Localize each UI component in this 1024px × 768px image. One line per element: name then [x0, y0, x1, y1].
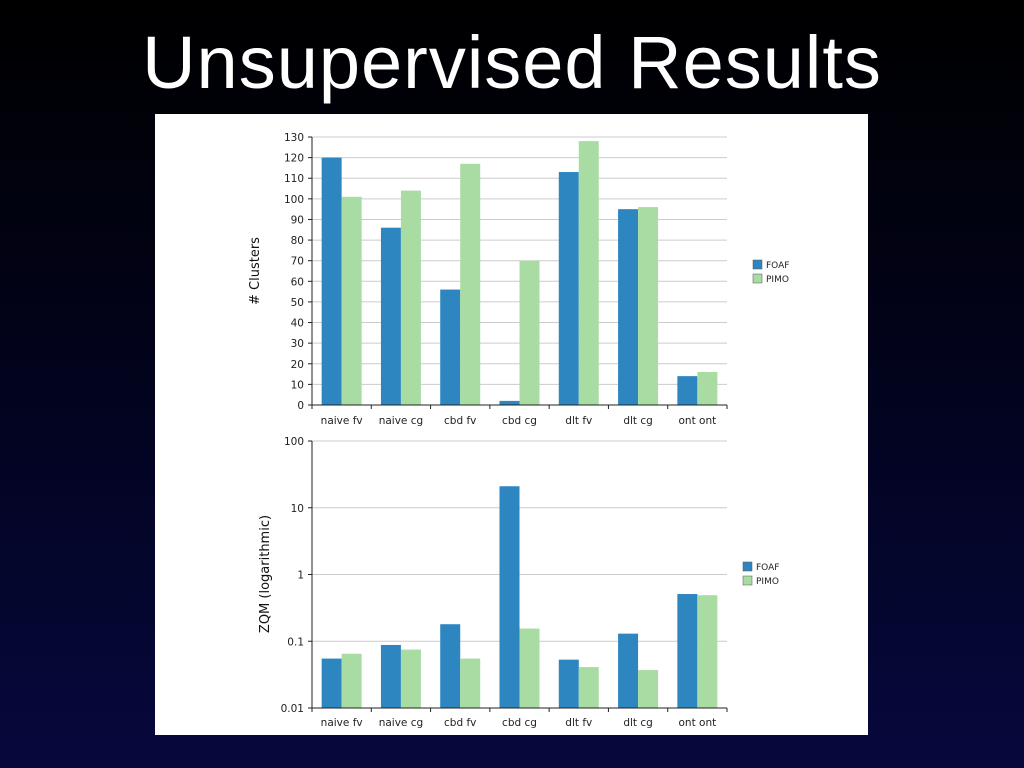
- y-tick-label: 0.1: [287, 636, 304, 648]
- bar-pimo: [697, 372, 718, 405]
- legend-label: FOAF: [756, 563, 779, 573]
- bar-foaf: [321, 157, 342, 405]
- bar-pimo: [460, 163, 481, 405]
- bar-pimo: [341, 196, 362, 405]
- x-tick-label: naive cg: [379, 415, 423, 427]
- x-tick-label: naive fv: [321, 717, 363, 729]
- y-tick-label: 80: [291, 235, 304, 247]
- bar-pimo: [578, 141, 599, 405]
- y-tick-label: 10: [291, 379, 304, 391]
- bar-pimo: [519, 628, 540, 708]
- bar-foaf: [618, 633, 639, 708]
- legend-swatch-pimo: [752, 273, 763, 284]
- y-tick-label: 50: [291, 297, 304, 309]
- y-tick-label: 90: [291, 214, 304, 226]
- y-tick-label: 0.01: [281, 703, 304, 715]
- y-tick-label: 10: [291, 503, 304, 515]
- x-tick-label: dlt fv: [565, 415, 592, 427]
- bar-foaf: [677, 376, 698, 405]
- zqm-chart: 0.01 0.1 1 10 100 naive fv naive cg cbd fv cbd c…: [258, 436, 779, 729]
- bar-pimo: [341, 653, 362, 708]
- bar-pimo: [460, 658, 481, 708]
- x-tick-label: cbd cg: [502, 415, 537, 427]
- x-tick-label: ont ont: [678, 415, 716, 427]
- bar-foaf: [321, 658, 342, 708]
- slide-title: Unsupervised Results: [142, 21, 882, 104]
- bar-pimo: [697, 595, 718, 708]
- clusters-chart: 0 10 20 30 40 50 60 70 80 90 100 110 120 130 naive fv n…: [248, 132, 789, 427]
- y-tick-label: 70: [291, 256, 304, 268]
- y-tick-label: 110: [284, 173, 304, 185]
- x-tick-label: ont ont: [678, 717, 716, 729]
- legend-label: FOAF: [766, 261, 789, 271]
- x-tick-label: dlt fv: [565, 717, 592, 729]
- y-tick-label: 120: [284, 153, 304, 165]
- y-tick-label: 130: [284, 132, 304, 144]
- bar-foaf: [380, 227, 401, 405]
- bar-foaf: [380, 644, 401, 708]
- bar-foaf: [677, 594, 698, 708]
- bar-pimo: [638, 670, 659, 708]
- x-tick-label: naive fv: [321, 415, 363, 427]
- y-axis-label: # Clusters: [248, 237, 263, 305]
- y-tick-label: 60: [291, 276, 304, 288]
- x-tick-label: cbd fv: [444, 717, 476, 729]
- x-tick-label: dlt cg: [623, 415, 652, 427]
- legend-swatch-pimo: [742, 575, 753, 586]
- legend-swatch-foaf: [742, 561, 753, 572]
- bar-foaf: [558, 659, 579, 708]
- y-axis-label: ZQM (logarithmic): [258, 515, 273, 633]
- x-tick-label: naive cg: [379, 717, 423, 729]
- bar-pimo: [400, 190, 421, 405]
- bar-pimo: [578, 667, 599, 708]
- y-tick-label: 40: [291, 318, 304, 330]
- legend-label: PIMO: [766, 275, 789, 285]
- y-tick-label: 0: [297, 400, 304, 412]
- bar-foaf: [499, 486, 520, 708]
- y-tick-label: 30: [291, 338, 304, 350]
- x-tick-label: dlt cg: [623, 717, 652, 729]
- y-tick-label: 100: [284, 436, 304, 448]
- y-tick-label: 1: [297, 570, 304, 582]
- x-tick-label: cbd cg: [502, 717, 537, 729]
- y-tick-label: 20: [291, 359, 304, 371]
- bar-foaf: [618, 209, 639, 405]
- bar-foaf: [499, 400, 520, 405]
- bar-foaf: [440, 624, 461, 708]
- chart-panel: 0 10 20 30 40 50 60 70 80 90 100 110 120 130 naive fv n…: [155, 114, 868, 735]
- bar-pimo: [638, 207, 659, 405]
- bar-pimo: [400, 649, 421, 708]
- bar-pimo: [519, 260, 540, 405]
- legend-swatch-foaf: [752, 259, 763, 270]
- bar-foaf: [440, 289, 461, 405]
- legend-label: PIMO: [756, 577, 779, 587]
- x-tick-label: cbd fv: [444, 415, 476, 427]
- y-tick-label: 100: [284, 194, 304, 206]
- bar-foaf: [558, 172, 579, 405]
